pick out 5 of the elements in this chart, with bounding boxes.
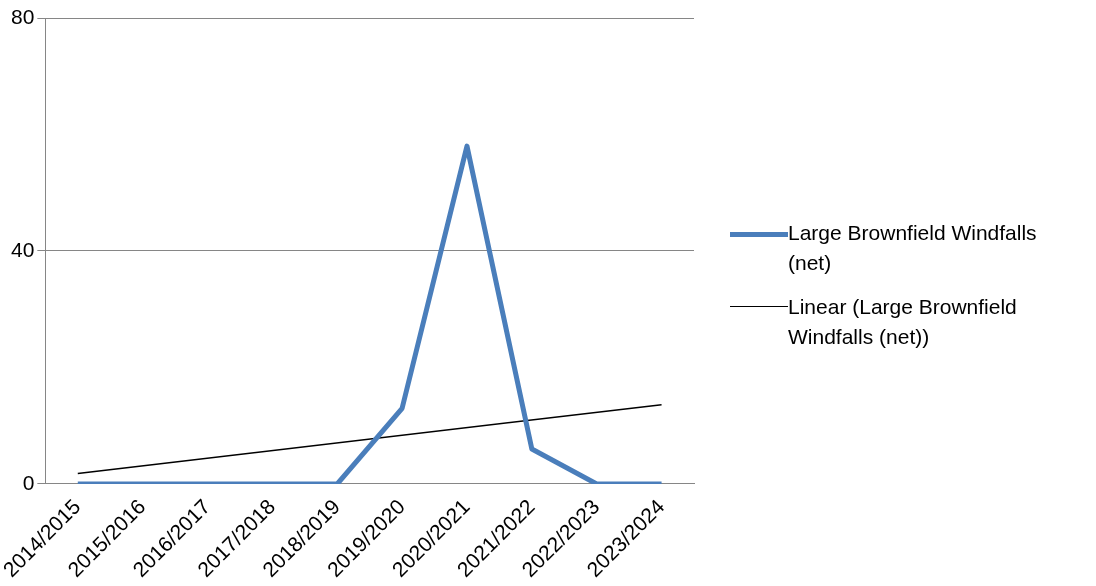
y-tick-label: 40 (11, 237, 35, 261)
y-tick-label: 80 (11, 4, 35, 28)
legend-label: Large Brownfield Windfalls (net) (788, 220, 1038, 276)
legend-label: Linear (Large Brownfield Windfalls (net)) (788, 294, 1018, 350)
y-tick-label: 0 (22, 470, 35, 494)
